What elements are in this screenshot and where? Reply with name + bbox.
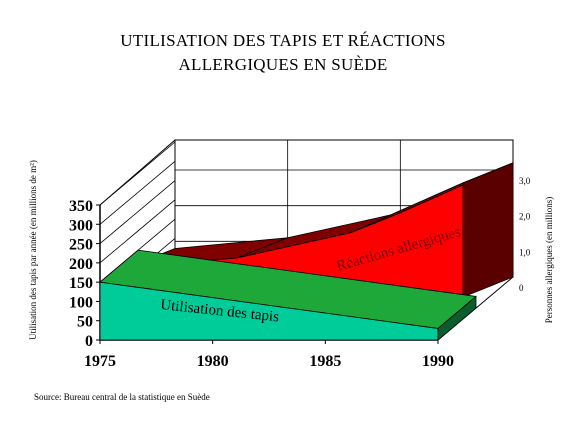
left-tick-label-250: 250 xyxy=(69,237,93,254)
right-tick-label-2,0: 2,0 xyxy=(519,212,531,222)
x-tick-label-1990: 1990 xyxy=(422,353,454,370)
right-axis-label: Personnes allergiques (en millions) xyxy=(544,197,554,324)
x-tick-label-1975: 1975 xyxy=(84,353,116,370)
x-axis-ticks: 1975 1980 1985 1990 xyxy=(84,353,454,370)
left-tick-label-200: 200 xyxy=(69,256,93,273)
left-tick-label-300: 300 xyxy=(69,217,93,234)
chart-title-line1: UTILISATION DES TAPIS ET RÉACTIONS xyxy=(120,31,446,50)
left-axis-ticks: 0 50 100 150 200 250 300 350 xyxy=(69,198,93,350)
allergy-end-cap xyxy=(462,162,514,298)
left-wall-gridline-300 xyxy=(99,160,176,225)
source-note: Source: Bureau central de la statistique… xyxy=(34,392,210,402)
left-tick-label-350: 350 xyxy=(69,198,93,215)
chart-title-line2: ALLERGIQUES EN SUÈDE xyxy=(178,55,387,74)
left-wall-gridline-250 xyxy=(99,180,176,244)
right-tick-label-0: 0 xyxy=(519,283,524,293)
series-carpet-use xyxy=(99,249,477,341)
right-axis-ticks: 0 1,0 2,0 3,0 xyxy=(519,176,531,293)
right-tick-label-3,0: 3,0 xyxy=(519,176,531,186)
left-axis-label: Utilisation des tapis par année (en mill… xyxy=(28,160,38,340)
left-tick-label-150: 150 xyxy=(69,275,93,292)
left-tick-label-100: 100 xyxy=(69,294,93,311)
right-tick-label-1,0: 1,0 xyxy=(519,247,531,257)
x-tick-label-1980: 1980 xyxy=(197,353,229,370)
x-tick-label-1985: 1985 xyxy=(309,353,341,370)
left-tick-label-50: 50 xyxy=(77,314,93,331)
left-wall-top-edge xyxy=(99,139,176,206)
left-tick-label-0: 0 xyxy=(85,333,93,350)
carpet-side-face xyxy=(437,295,477,341)
left-wall-gridline-200 xyxy=(99,199,176,264)
